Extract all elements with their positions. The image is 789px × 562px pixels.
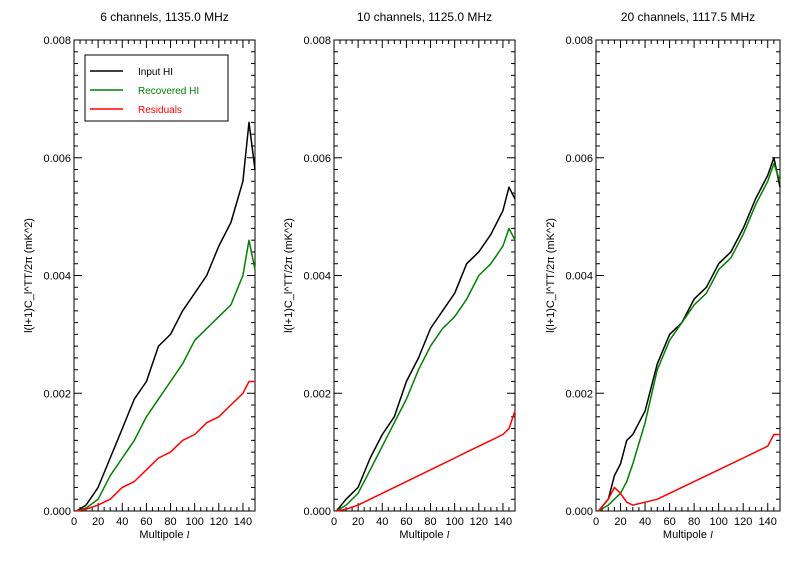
y-axis-label: l(l+1)C_l^TT/2π (mK^2) <box>545 218 557 333</box>
chart-title: 20 channels, 1117.5 MHz <box>621 10 755 24</box>
series-line-input-hi <box>76 121 256 512</box>
x-tick-label: 100 <box>445 516 463 528</box>
x-tick-label: 140 <box>494 516 512 528</box>
x-tick-label: 0 <box>331 516 337 528</box>
y-tick-label: 0.002 <box>303 388 331 400</box>
x-tick-label: 0 <box>71 516 77 528</box>
x-tick-label: 60 <box>663 516 675 528</box>
y-axis-label: l(l+1)C_l^TT/2π (mK^2) <box>283 218 295 333</box>
series-line-recovered-hi <box>598 162 781 512</box>
x-tick-label: 120 <box>470 516 488 528</box>
x-axis-label: Multipole l <box>139 529 189 541</box>
legend-label: Input HI <box>138 67 173 78</box>
x-tick-label: 120 <box>734 516 752 528</box>
legend-box <box>84 54 229 122</box>
x-tick-label: 80 <box>688 516 700 528</box>
x-tick-label: 100 <box>185 516 203 528</box>
y-tick-label: 0.008 <box>565 35 593 47</box>
chart-panel-2: 10 channels, 1125.0 MHz 0 20 40 60 80 100 120 14… <box>283 10 516 541</box>
plot-frame <box>595 39 781 512</box>
y-tick-label: 0.008 <box>43 35 71 47</box>
y-tick-label: 0.000 <box>43 506 71 518</box>
y-tick-label: 0.002 <box>43 388 71 400</box>
plot-frame <box>333 39 516 512</box>
y-tick-label: 0.002 <box>565 388 593 400</box>
series-line-residuals <box>336 410 516 512</box>
x-axis-label: Multipole l <box>663 529 713 541</box>
chart-title: 10 channels, 1125.0 MHz <box>357 10 492 24</box>
x-tick-label: 20 <box>614 516 626 528</box>
x-tick-label: 140 <box>759 516 777 528</box>
y-tick-label: 0.006 <box>43 153 71 165</box>
legend-label: Residuals <box>138 105 182 116</box>
y-axis-label: l(l+1)C_l^TT/2π (mK^2) <box>23 218 35 333</box>
x-axis-label: Multipole l <box>399 529 449 541</box>
series-line-recovered-hi <box>76 239 256 512</box>
series-line-residuals <box>76 380 255 512</box>
series-line-residuals <box>597 433 780 512</box>
x-tick-label: 40 <box>639 516 651 528</box>
y-tick-label: 0.008 <box>303 35 331 47</box>
chart-title: 6 channels, 1135.0 MHz <box>100 10 229 24</box>
x-tick-label: 20 <box>92 516 104 528</box>
x-tick-label: 100 <box>709 516 727 528</box>
legend-label: Recovered HI <box>138 86 199 97</box>
legend: Input HI Recovered HI Residuals <box>84 54 229 122</box>
series-line-recovered-hi <box>336 227 516 512</box>
y-tick-label: 0.004 <box>43 271 71 283</box>
x-tick-label: 140 <box>234 516 252 528</box>
x-tick-label: 60 <box>400 516 412 528</box>
y-tick-label: 0.000 <box>303 506 331 518</box>
x-tick-label: 80 <box>164 516 176 528</box>
y-tick-label: 0.006 <box>303 153 331 165</box>
y-tick-label: 0.004 <box>565 271 593 283</box>
chart-panel-1: 6 channels, 1135.0 MHz 0 20 40 60 80 100 120 140… <box>23 10 256 541</box>
series-line-input-hi <box>335 186 516 512</box>
y-tick-label: 0.004 <box>303 271 331 283</box>
x-tick-label: 80 <box>424 516 436 528</box>
x-tick-label: 60 <box>140 516 152 528</box>
x-tick-label: 120 <box>210 516 228 528</box>
x-tick-label: 40 <box>116 516 128 528</box>
x-tick-label: 40 <box>376 516 388 528</box>
y-tick-label: 0.000 <box>565 506 593 518</box>
y-tick-label: 0.006 <box>565 153 593 165</box>
x-tick-label: 0 <box>593 516 599 528</box>
chart-panel-3: 20 channels, 1117.5 MHz 0 20 40 60 80 100 120 14… <box>545 10 781 541</box>
x-tick-label: 20 <box>352 516 364 528</box>
